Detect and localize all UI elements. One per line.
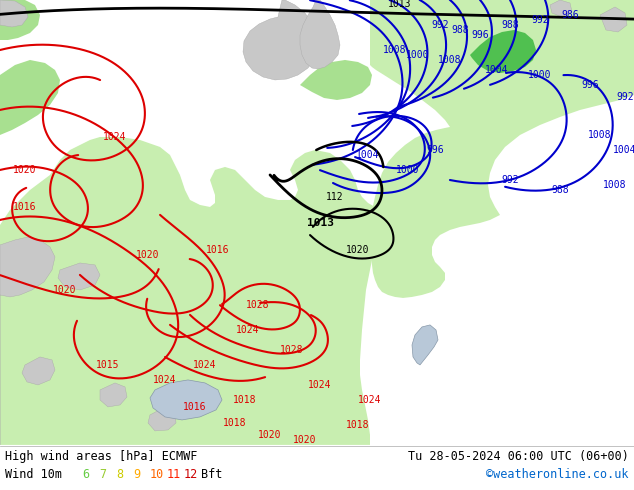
Text: 1018: 1018 [346, 420, 370, 430]
Text: ©weatheronline.co.uk: ©weatheronline.co.uk [486, 468, 629, 482]
Text: 1020: 1020 [13, 165, 37, 175]
Polygon shape [148, 407, 176, 431]
Text: 1016: 1016 [183, 402, 207, 412]
Polygon shape [0, 137, 390, 445]
Text: 1004: 1004 [613, 145, 634, 155]
Polygon shape [0, 0, 40, 40]
Text: 1013: 1013 [306, 218, 333, 228]
Text: 1000: 1000 [528, 70, 552, 80]
Text: 6: 6 [82, 468, 89, 482]
Text: 1024: 1024 [103, 132, 127, 142]
Text: 112: 112 [326, 192, 344, 202]
Polygon shape [58, 263, 100, 290]
Text: 996: 996 [426, 145, 444, 155]
Polygon shape [22, 357, 55, 385]
Text: 1016: 1016 [13, 202, 37, 212]
Text: 1000: 1000 [406, 50, 430, 60]
Text: 1018: 1018 [233, 395, 257, 405]
Polygon shape [100, 383, 127, 407]
Text: 11: 11 [167, 468, 181, 482]
Polygon shape [600, 7, 627, 32]
Text: 988: 988 [451, 25, 469, 35]
Text: 1020: 1020 [294, 435, 317, 445]
Polygon shape [300, 60, 372, 100]
Text: 1016: 1016 [206, 245, 230, 255]
Polygon shape [370, 0, 634, 298]
Polygon shape [412, 325, 438, 365]
Text: 986: 986 [561, 10, 579, 20]
Text: 1015: 1015 [96, 360, 120, 370]
Text: 992: 992 [531, 15, 549, 25]
Text: 9: 9 [133, 468, 140, 482]
Text: 988: 988 [551, 185, 569, 195]
Text: 1024: 1024 [236, 325, 260, 335]
Text: 1028: 1028 [280, 345, 304, 355]
Text: 992: 992 [501, 175, 519, 185]
Polygon shape [550, 0, 572, 17]
Text: 1004: 1004 [485, 65, 508, 75]
Text: 1013: 1013 [388, 0, 411, 9]
Text: 1018: 1018 [223, 418, 247, 428]
Text: 7: 7 [99, 468, 106, 482]
Text: 1008: 1008 [438, 55, 462, 65]
Text: 996: 996 [581, 80, 598, 90]
Text: 988: 988 [501, 20, 519, 30]
Polygon shape [0, 60, 60, 135]
Text: 1000: 1000 [396, 165, 420, 175]
Text: 992: 992 [431, 20, 449, 30]
Text: 1004: 1004 [356, 150, 380, 160]
Text: 1028: 1028 [246, 300, 269, 310]
Text: 10: 10 [150, 468, 164, 482]
Text: 1024: 1024 [308, 380, 332, 390]
Text: 1024: 1024 [193, 360, 217, 370]
Polygon shape [0, 0, 28, 27]
Polygon shape [0, 237, 55, 445]
Text: 1008: 1008 [383, 45, 407, 55]
Text: Bft: Bft [201, 468, 223, 482]
Text: 1024: 1024 [153, 375, 177, 385]
Text: Tu 28-05-2024 06:00 UTC (06+00): Tu 28-05-2024 06:00 UTC (06+00) [408, 450, 629, 464]
Polygon shape [150, 380, 222, 420]
Polygon shape [243, 0, 318, 80]
Text: Wind 10m: Wind 10m [5, 468, 62, 482]
Text: 1008: 1008 [588, 130, 612, 140]
Text: 1020: 1020 [53, 285, 77, 295]
Text: 1024: 1024 [358, 395, 382, 405]
Text: 996: 996 [471, 30, 489, 40]
Text: 12: 12 [184, 468, 198, 482]
Text: 8: 8 [116, 468, 123, 482]
Text: 1020: 1020 [258, 430, 281, 440]
Text: 992: 992 [616, 92, 634, 102]
Polygon shape [470, 30, 536, 73]
Text: High wind areas [hPa] ECMWF: High wind areas [hPa] ECMWF [5, 450, 197, 464]
Text: 1020: 1020 [346, 245, 370, 255]
Polygon shape [300, 0, 340, 69]
Text: 1020: 1020 [136, 250, 160, 260]
Text: 1008: 1008 [603, 180, 627, 190]
